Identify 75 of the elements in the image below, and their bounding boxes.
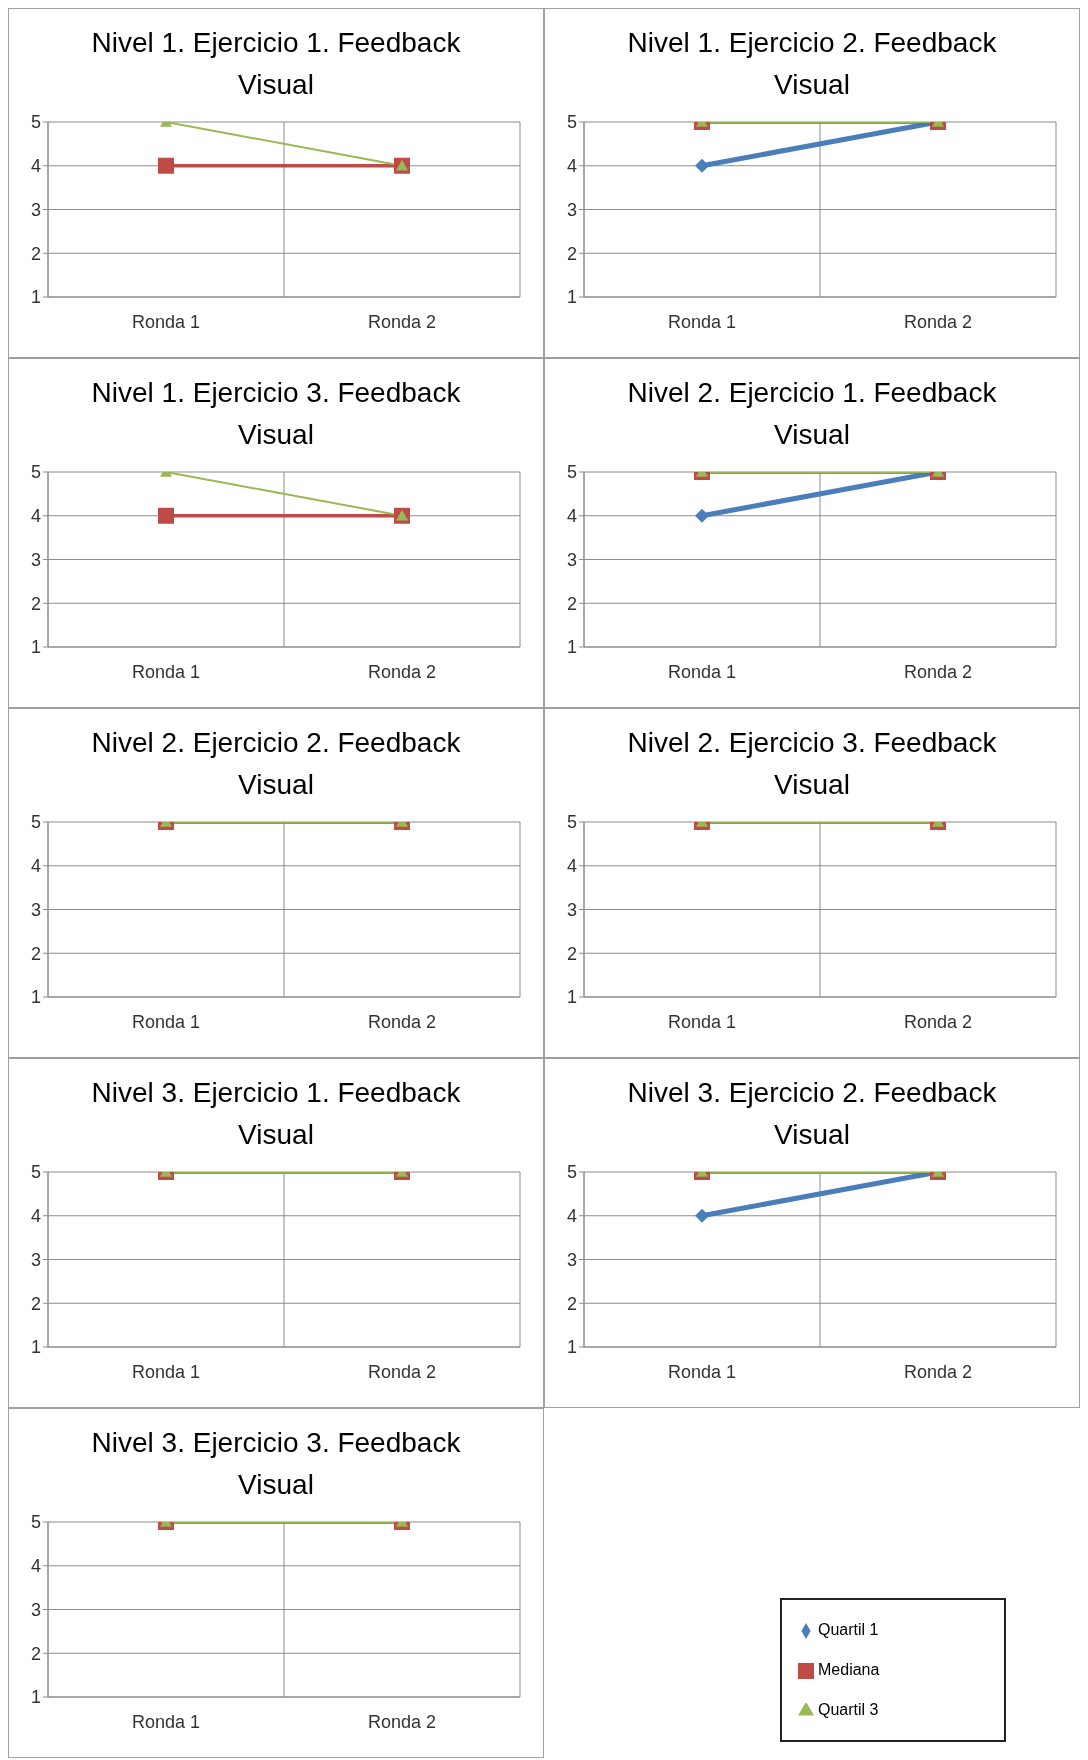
x-tick-label: Ronda 1 bbox=[131, 1361, 201, 1382]
y-tick-label: 5 bbox=[30, 1162, 41, 1183]
legend-label: Mediana bbox=[818, 1661, 880, 1678]
y-tick-label: 3 bbox=[566, 899, 577, 920]
y-tick-label: 2 bbox=[30, 943, 41, 964]
y-tick-label: 5 bbox=[30, 462, 41, 483]
y-tick-label: 4 bbox=[30, 1206, 41, 1227]
chart-title: Nivel 2. Ejercicio 2. Feedback Visual bbox=[90, 726, 462, 802]
x-tick-label: Ronda 1 bbox=[667, 1361, 737, 1382]
y-tick-label: 5 bbox=[566, 462, 577, 483]
chart-title: Nivel 3. Ejercicio 2. Feedback Visual bbox=[626, 1076, 998, 1152]
y-tick-label: 1 bbox=[30, 1687, 41, 1708]
chart-title: Nivel 3. Ejercicio 1. Feedback Visual bbox=[90, 1076, 462, 1152]
y-tick-label: 4 bbox=[30, 1556, 41, 1577]
chart-title: Nivel 2. Ejercicio 1. Feedback Visual bbox=[626, 376, 998, 452]
y-tick-label: 3 bbox=[30, 1249, 41, 1270]
y-tick-label: 1 bbox=[30, 287, 41, 308]
y-tick-label: 1 bbox=[566, 287, 577, 308]
y-tick-label: 5 bbox=[30, 112, 41, 133]
y-tick-label: 2 bbox=[566, 593, 577, 614]
y-tick-label: 3 bbox=[30, 199, 41, 220]
y-tick-label: 4 bbox=[566, 856, 577, 877]
y-tick-label: 1 bbox=[566, 987, 577, 1008]
y-tick-label: 3 bbox=[566, 199, 577, 220]
x-tick-label: Ronda 1 bbox=[667, 661, 737, 682]
y-tick-label: 2 bbox=[566, 1293, 577, 1314]
y-tick-label: 2 bbox=[30, 243, 41, 264]
y-tick-label: 1 bbox=[30, 1337, 41, 1358]
x-tick-label: Ronda 1 bbox=[667, 1011, 737, 1032]
x-tick-label: Ronda 2 bbox=[367, 311, 437, 332]
y-tick-label: 4 bbox=[566, 156, 577, 177]
y-tick-label: 1 bbox=[30, 987, 41, 1008]
y-tick-label: 2 bbox=[566, 243, 577, 264]
chart-title: Nivel 1. Ejercicio 2. Feedback Visual bbox=[626, 26, 998, 102]
chart-title: Nivel 3. Ejercicio 3. Feedback Visual bbox=[90, 1426, 462, 1502]
y-tick-label: 4 bbox=[566, 506, 577, 527]
y-tick-label: 5 bbox=[566, 112, 577, 133]
legend-label: Quartil 1 bbox=[818, 1621, 879, 1638]
y-tick-label: 3 bbox=[566, 549, 577, 570]
x-tick-label: Ronda 2 bbox=[367, 1361, 437, 1382]
y-tick-label: 3 bbox=[30, 549, 41, 570]
x-tick-label: Ronda 1 bbox=[131, 1711, 201, 1732]
y-tick-label: 5 bbox=[30, 812, 41, 833]
y-tick-label: 1 bbox=[566, 1337, 577, 1358]
y-tick-label: 5 bbox=[566, 812, 577, 833]
y-tick-label: 4 bbox=[566, 1206, 577, 1227]
chart-title: Nivel 2. Ejercicio 3. Feedback Visual bbox=[626, 726, 998, 802]
chart-title: Nivel 1. Ejercicio 1. Feedback Visual bbox=[90, 26, 462, 102]
x-tick-label: Ronda 2 bbox=[367, 661, 437, 682]
x-tick-label: Ronda 1 bbox=[131, 311, 201, 332]
x-tick-label: Ronda 2 bbox=[367, 1711, 437, 1732]
x-tick-label: Ronda 1 bbox=[131, 661, 201, 682]
y-tick-label: 4 bbox=[30, 156, 41, 177]
chart-title: Nivel 1. Ejercicio 3. Feedback Visual bbox=[90, 376, 462, 452]
y-tick-label: 2 bbox=[566, 943, 577, 964]
y-tick-label: 3 bbox=[566, 1249, 577, 1270]
y-tick-label: 3 bbox=[30, 899, 41, 920]
y-tick-label: 4 bbox=[30, 506, 41, 527]
x-tick-label: Ronda 2 bbox=[367, 1011, 437, 1032]
x-tick-label: Ronda 2 bbox=[903, 1011, 973, 1032]
y-tick-label: 1 bbox=[566, 637, 577, 658]
x-tick-label: Ronda 2 bbox=[903, 661, 973, 682]
legend-label: Quartil 3 bbox=[818, 1701, 879, 1718]
x-tick-label: Ronda 2 bbox=[903, 1361, 973, 1382]
x-tick-label: Ronda 2 bbox=[903, 311, 973, 332]
y-tick-label: 2 bbox=[30, 593, 41, 614]
x-tick-label: Ronda 1 bbox=[131, 1011, 201, 1032]
y-tick-label: 4 bbox=[30, 856, 41, 877]
y-tick-label: 1 bbox=[30, 637, 41, 658]
y-tick-label: 3 bbox=[30, 1599, 41, 1620]
y-tick-label: 5 bbox=[30, 1512, 41, 1533]
x-tick-label: Ronda 1 bbox=[667, 311, 737, 332]
y-tick-label: 2 bbox=[30, 1643, 41, 1664]
y-tick-label: 5 bbox=[566, 1162, 577, 1183]
y-tick-label: 2 bbox=[30, 1293, 41, 1314]
